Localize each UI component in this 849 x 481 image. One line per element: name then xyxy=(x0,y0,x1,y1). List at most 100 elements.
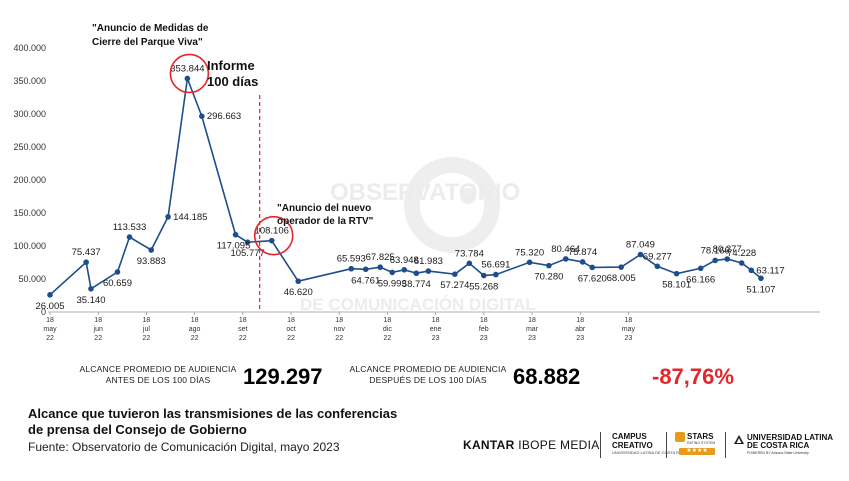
data-point xyxy=(425,268,432,274)
x-tick-day: 18 xyxy=(191,317,199,324)
caption-line2: de prensa del Consejo de Gobierno xyxy=(28,422,247,437)
chart-caption: Alcance que tuvieron las transmisiones d… xyxy=(28,406,428,438)
x-tick-month: nov xyxy=(334,326,346,333)
ulatina-line1: UNIVERSIDAD LATINA xyxy=(747,433,834,442)
highlight-circle xyxy=(253,215,294,256)
data-label: 35.140 xyxy=(76,295,105,306)
stars-rating-icon: ★★★★ xyxy=(679,448,715,455)
data-label: 51.107 xyxy=(746,284,775,295)
kantar-ibope-logo: KANTAR IBOPE MEDIA xyxy=(463,438,600,452)
x-tick-day: 18 xyxy=(287,317,295,324)
x-tick-year: 23 xyxy=(576,335,584,342)
data-label: 69.277 xyxy=(643,251,672,262)
data-point xyxy=(401,266,408,273)
data-label: 58.101 xyxy=(662,280,691,291)
y-tick-label: 300.000 xyxy=(13,109,46,119)
logo-divider xyxy=(666,432,667,458)
data-point xyxy=(268,237,275,244)
data-label: 56.691 xyxy=(481,260,510,271)
x-axis: 18 may 22 18 jun 22 18 jul 22 18 ago 22 18 set 22 18 oct… xyxy=(43,312,636,342)
data-label: 63.948 xyxy=(390,255,419,266)
data-point xyxy=(493,271,499,278)
data-point xyxy=(184,75,191,82)
data-label: 63.117 xyxy=(756,265,784,276)
x-tick-day: 18 xyxy=(239,317,247,324)
data-point xyxy=(637,251,644,258)
campus-sub: UNIVERSIDAD LATINA DE COSTA RICA xyxy=(612,450,686,455)
data-point xyxy=(452,271,458,277)
data-label: 74.228 xyxy=(727,248,756,259)
data-point xyxy=(466,260,473,267)
x-tick-year: 22 xyxy=(143,335,151,342)
x-tick-year: 23 xyxy=(480,335,488,342)
y-tick-label: 100.000 xyxy=(13,241,46,251)
data-point xyxy=(114,269,121,275)
x-tick-day: 18 xyxy=(576,317,584,324)
audience-line-chart: OBSERVATORIO DE COMUNICACIÓN DIGITAL 0 50… xyxy=(13,23,820,342)
data-point xyxy=(232,231,239,238)
x-tick-month: may xyxy=(43,326,57,333)
ulatina-sub: POWERED BY Arizona State University xyxy=(747,451,809,455)
data-point xyxy=(579,259,586,265)
campus-line2: CREATIVO xyxy=(612,440,653,450)
ibope-logo-text: IBOPE MEDIA xyxy=(518,438,600,452)
data-label: 73.784 xyxy=(455,248,484,259)
x-tick-day: 18 xyxy=(46,317,54,324)
x-tick-month: may xyxy=(622,326,636,333)
after-stat-label: ALCANCE PROMEDIO DE AUDIENCIA DESPUÉS DE… xyxy=(348,364,508,386)
campus-line1: CAMPUS xyxy=(612,432,647,441)
watermark-subtitle: DE COMUNICACIÓN DIGITAL xyxy=(300,295,536,314)
data-point xyxy=(413,270,420,277)
data-point xyxy=(712,257,718,264)
x-tick-year: 23 xyxy=(625,335,633,342)
x-tick-day: 18 xyxy=(432,317,440,324)
data-label: 93.883 xyxy=(137,256,166,267)
data-label: 87.049 xyxy=(626,240,655,251)
data-point xyxy=(758,275,764,282)
ulatina-text: UNIVERSIDAD LATINA DE COSTA RICA xyxy=(747,434,833,450)
data-label: 68.005 xyxy=(607,273,636,284)
annotation-operador: "Anuncio del nuevo operador de la RTV" xyxy=(277,203,374,227)
data-point xyxy=(589,264,596,271)
data-point xyxy=(562,256,569,262)
after-stat-label-line1: ALCANCE PROMEDIO DE AUDIENCIA xyxy=(349,364,507,374)
annotation-operador-line2: operador de la RTV" xyxy=(277,216,374,227)
data-label: 26.005 xyxy=(35,301,64,312)
data-label: 144.185 xyxy=(173,212,207,223)
data-point xyxy=(295,278,302,285)
data-label: 75.437 xyxy=(72,247,101,258)
x-tick-month: ene xyxy=(430,326,442,333)
x-tick-year: 23 xyxy=(528,335,536,342)
x-tick-month: oct xyxy=(286,326,295,333)
x-tick-day: 18 xyxy=(94,317,102,324)
y-tick-label: 250.000 xyxy=(13,142,46,152)
logo-divider xyxy=(725,432,726,458)
data-point xyxy=(47,292,53,298)
annotation-peak-line1: "Anuncio de Medidas de xyxy=(92,23,209,34)
annotation-informe: Informe 100 días xyxy=(207,58,258,89)
data-point xyxy=(199,113,205,120)
campus-creativo-logo: CAMPUS CREATIVO UNIVERSIDAD LATINA DE CO… xyxy=(612,432,686,455)
x-tick-month: set xyxy=(238,326,247,333)
data-label: 80.464 xyxy=(551,244,580,255)
x-tick-month: dic xyxy=(383,326,392,333)
annotation-peak: "Anuncio de Medidas de Cierre del Parque… xyxy=(92,23,209,48)
data-point xyxy=(546,262,552,269)
before-stat-label-line1: ALCANCE PROMEDIO DE AUDIENCIA xyxy=(79,364,237,374)
x-tick-month: feb xyxy=(479,326,489,333)
data-point xyxy=(724,256,731,262)
data-label: 78.166 xyxy=(701,245,730,256)
data-label: 66.166 xyxy=(686,274,715,285)
x-tick-year: 22 xyxy=(287,335,295,342)
data-point xyxy=(618,264,624,270)
x-tick-day: 18 xyxy=(480,317,488,324)
stars-icon xyxy=(675,432,685,442)
source-note: Fuente: Observatorio de Comunicación Dig… xyxy=(28,440,340,454)
logo-divider xyxy=(600,432,601,458)
annotation-operador-line1: "Anuncio del nuevo xyxy=(277,203,371,214)
before-stat-label-line2: ANTES DE LOS 100 DÍAS xyxy=(105,375,211,385)
x-tick-month: abr xyxy=(575,326,586,333)
before-stat-value: 129.297 xyxy=(243,364,323,389)
after-stat-label-line2: DESPUÉS DE LOS 100 DÍAS xyxy=(369,375,487,385)
data-point xyxy=(748,267,755,274)
